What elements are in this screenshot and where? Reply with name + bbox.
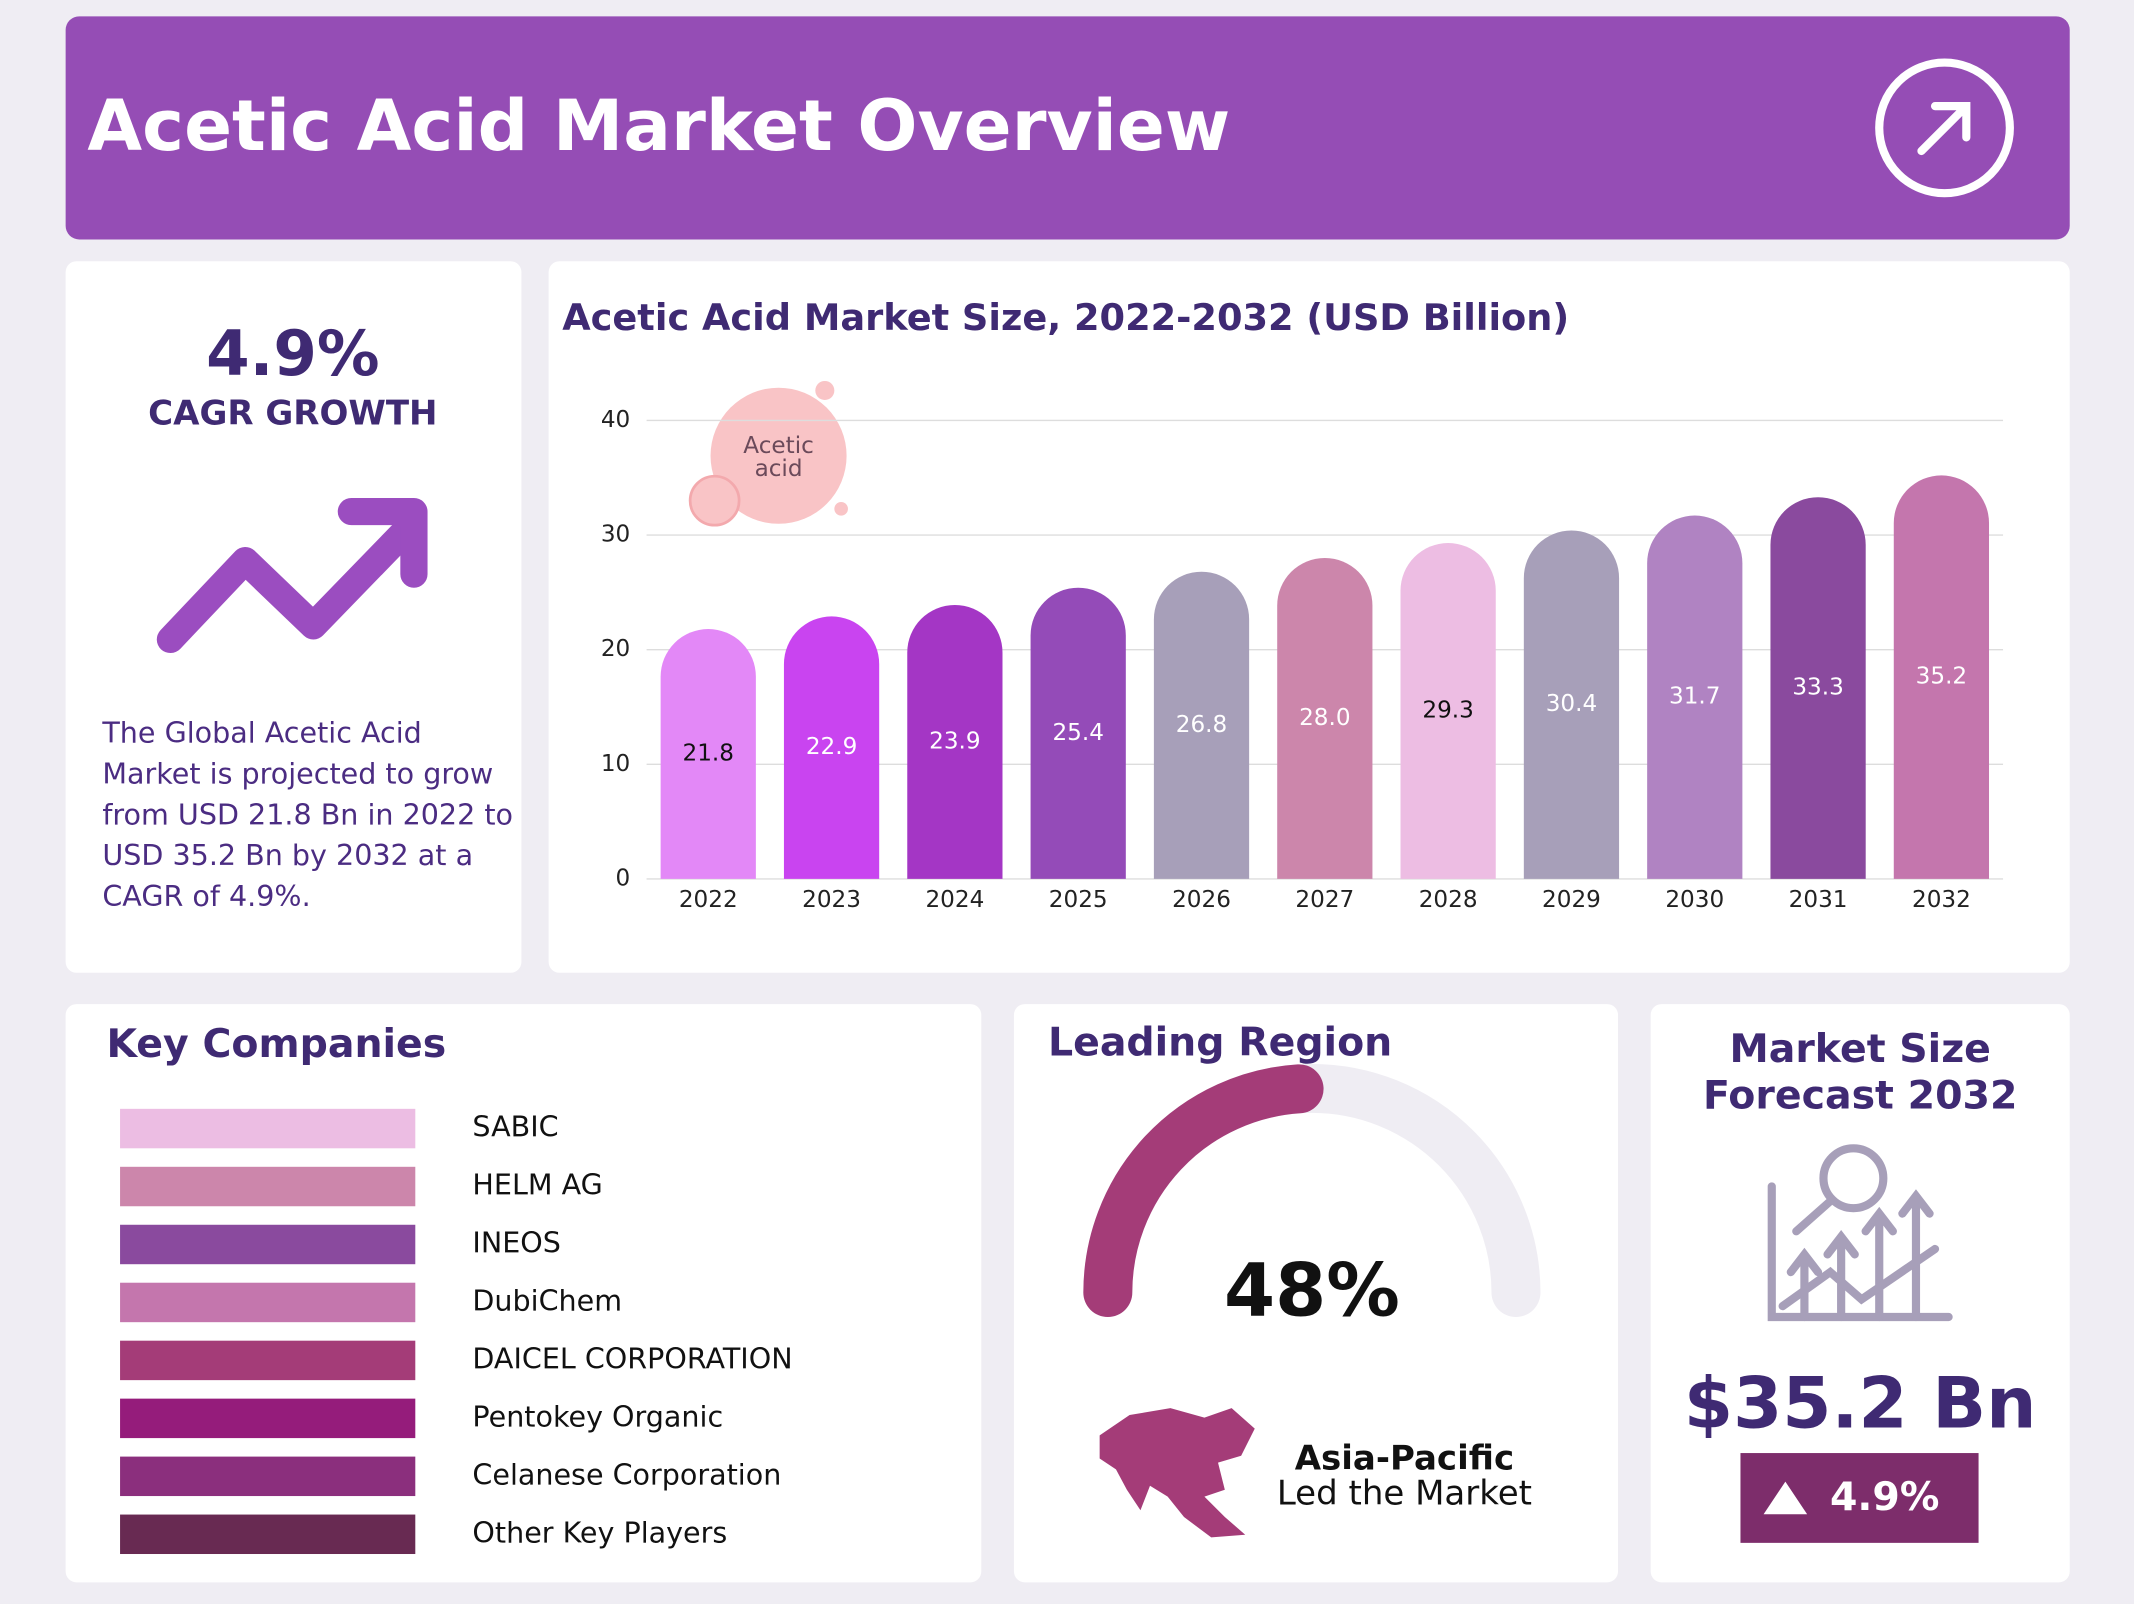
header-icon [1875,58,2014,198]
bar [1030,587,1126,879]
x-tick-label: 2030 [1665,887,1724,913]
description-line: USD 35.2 Bn by 2032 at a [102,838,473,872]
annotation: Acetic [743,433,814,459]
y-tick-label: 20 [601,636,630,662]
bar [907,604,1003,879]
companies-list: SABIC HELM AG INEOS DubiChem DAICEL CORPORAT… [120,1108,793,1555]
description-line: The Global Acetic Acid [101,716,421,750]
gauge-fill [1083,1064,1324,1318]
company-swatch [120,1224,416,1265]
value-label: 28.0 [1299,705,1350,731]
value-label: 23.9 [929,728,980,754]
y-tick-label: 0 [616,865,631,891]
x-tick-label: 2031 [1789,887,1848,913]
header-bar [65,16,2070,240]
forecast-title: Market Size [1729,1026,1990,1072]
annotation: acid [755,456,803,482]
region-title: Leading Region [1048,1019,1392,1065]
x-tick-label: 2026 [1172,887,1231,913]
description-line: CAGR of 4.9%. [102,879,310,913]
company-swatch [120,1282,416,1323]
bar [1647,515,1743,879]
x-tick-label: 2029 [1542,887,1601,913]
x-tick-label: 2023 [802,887,861,913]
x-tick-label: 2027 [1295,887,1354,913]
cagr-description: The Global Acetic Acid Market is projecte… [101,716,513,913]
forecast-icon [1767,1144,1953,1322]
description-line: from USD 21.8 Bn in 2022 to [102,797,513,831]
header-title: Acetic Acid Market Overview [87,84,1230,167]
company-swatch [120,1398,416,1439]
region-share: 48% [1224,1248,1400,1333]
gauge [1083,1063,1541,1318]
bar [1153,571,1250,879]
value-label: 35.2 [1916,664,1967,690]
value-label: 22.9 [806,734,857,760]
value-label: 21.8 [683,740,734,766]
y-tick-label: 30 [601,522,630,548]
x-tick-label: 2022 [679,887,738,913]
cagr-label: CAGR GROWTH [148,393,437,433]
up-triangle [1763,1481,1808,1515]
company-name: HELM AG [472,1168,602,1202]
bar [660,629,756,879]
bar-chart: 010203040202221.8202322.9202423.9202525.… [601,407,2004,913]
company-name: Pentokey Organic [472,1399,723,1433]
company-swatch [120,1166,416,1207]
value-label: 33.3 [1792,675,1843,701]
forecast-title: Forecast 2032 [1703,1072,2017,1118]
x-tick-label: 2028 [1419,887,1478,913]
annotation-bubble [688,380,848,527]
value-label: 29.3 [1422,697,1473,723]
company-swatch [120,1514,416,1555]
company-name: SABIC [472,1110,558,1144]
chart-title: Acetic Acid Market Size, 2022-2032 (USD … [562,296,1569,339]
value-label: 31.7 [1669,684,1720,710]
company-name: Celanese Corporation [472,1457,781,1491]
company-swatch [120,1340,416,1381]
bar [1523,530,1620,879]
company-swatch [120,1456,416,1497]
y-tick-label: 10 [601,751,630,777]
companies-title: Key Companies [106,1021,446,1067]
x-tick-label: 2032 [1912,887,1971,913]
bar [1770,497,1866,879]
company-name: INEOS [472,1225,560,1259]
company-swatch [120,1108,416,1149]
company-name: Other Key Players [472,1515,727,1549]
region-name: Asia-Pacific [1295,1438,1514,1478]
x-tick-label: 2024 [925,887,984,913]
forecast-value: $35.2 Bn [1684,1362,2037,1445]
bar [1277,557,1373,879]
bar [783,616,880,879]
bar [1893,475,1990,879]
value-label: 25.4 [1052,720,1103,746]
value-label: 26.8 [1176,712,1227,738]
forecast-growth: 4.9% [1830,1474,1939,1520]
x-tick-label: 2025 [1049,887,1108,913]
description-line: Market is projected to grow [102,757,493,791]
region-map [1099,1408,1255,1538]
company-name: DAICEL CORPORATION [472,1341,792,1375]
cagr-value: 4.9% [206,317,380,390]
growth-arrow [156,497,428,654]
bar [1400,543,1496,879]
y-tick-label: 40 [601,407,630,433]
company-name: DubiChem [472,1283,622,1317]
value-label: 30.4 [1546,691,1597,717]
region-subtitle: Led the Market [1277,1474,1532,1514]
